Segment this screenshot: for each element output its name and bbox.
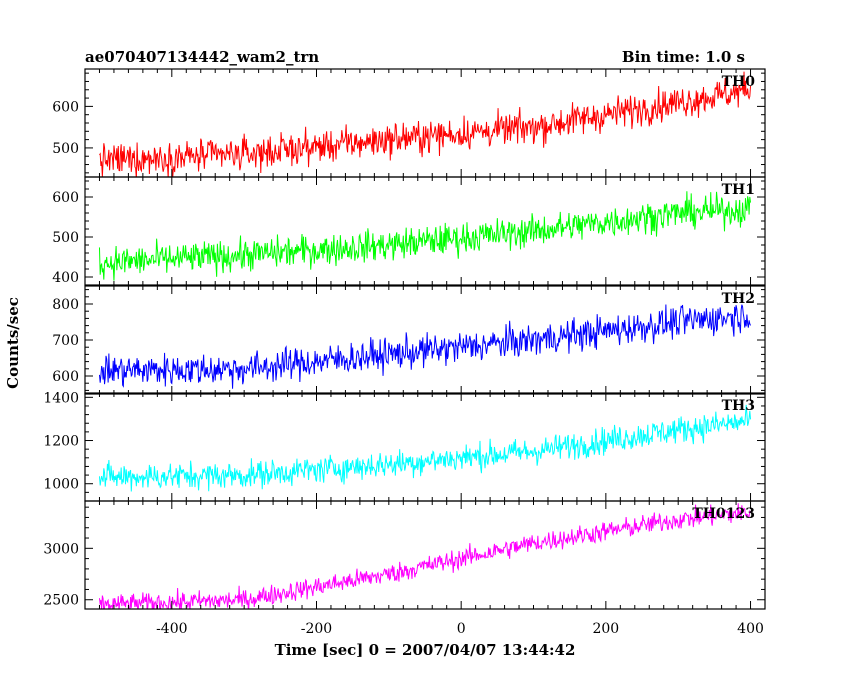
panel-frame [84, 176, 766, 286]
y-tick-label: 400 [52, 270, 79, 286]
y-tick-label: 600 [52, 190, 79, 206]
x-tick-label: -200 [301, 621, 332, 637]
panel-th2: 600 700 800 TH2 [52, 285, 766, 395]
y-tick-label: 800 [52, 297, 79, 313]
chart-title: ae070407134442_wam2_trn [85, 48, 319, 66]
panel-frame [84, 500, 766, 610]
chart-subtitle: Bin time: 1.0 s [622, 48, 745, 66]
y-tick-label: 700 [52, 333, 79, 349]
series-line-th0123 [98, 503, 751, 609]
x-axis-label: Time [sec] 0 = 2007/04/07 13:44:42 [275, 641, 576, 659]
panel-th1: 400 500 600 TH1 [52, 176, 766, 286]
panel-label-th0123: TH0123 [692, 506, 755, 522]
panel-label-th0: TH0 [722, 74, 756, 90]
panel-label-th3: TH3 [722, 398, 755, 414]
x-tick-label: 400 [737, 621, 764, 637]
panel-th0: 500 600 TH0 [52, 68, 766, 178]
series-line-th3 [98, 404, 752, 492]
panel-label-th1: TH1 [722, 182, 755, 198]
panel-label-th2: TH2 [722, 291, 755, 307]
y-tick-label: 500 [52, 230, 79, 246]
panel-frame [84, 68, 766, 178]
y-tick-label: 1400 [43, 390, 79, 406]
y-tick-label: 1000 [43, 477, 79, 493]
panel-frame [84, 392, 766, 502]
series-line-th2 [98, 304, 751, 389]
series-line-th0 [99, 71, 752, 177]
y-tick-label: 600 [52, 369, 79, 385]
y-tick-label: 3000 [43, 541, 79, 557]
panel-th3: 1000 1200 1400 TH3 [43, 390, 766, 502]
y-tick-label: 600 [52, 99, 79, 115]
y-tick-label: 500 [52, 141, 79, 157]
series-line-th1 [98, 191, 752, 281]
y-tick-label: 1200 [43, 434, 79, 450]
x-tick-label: 0 [457, 621, 466, 637]
y-axis-label: Counts/sec [4, 297, 22, 389]
panel-th0123: 2500 3000 TH0123 [43, 500, 766, 610]
panel-frame [84, 285, 766, 395]
x-tick-label: -400 [156, 621, 187, 637]
y-tick-label: 2500 [43, 593, 79, 609]
x-tick-label: 200 [592, 621, 619, 637]
panels-group: 500 600 TH0 400 500 600 TH1 600 700 800 TH2 1000 120… [43, 68, 766, 637]
